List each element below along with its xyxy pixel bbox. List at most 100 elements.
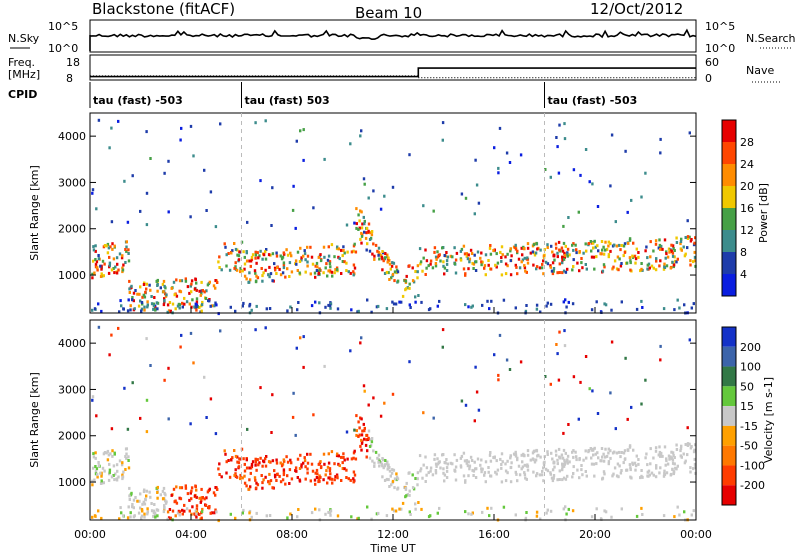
velocity-cell	[563, 461, 567, 464]
power-cell	[248, 259, 251, 263]
velocity-cell	[484, 480, 487, 484]
velocity-cell	[114, 472, 117, 476]
velocity-cell	[509, 466, 512, 470]
velocity-cell	[584, 470, 587, 473]
velocity-colorbar-tick: -50	[740, 440, 758, 453]
power-cell	[282, 263, 286, 267]
power-cell	[195, 281, 198, 285]
power-cell	[367, 222, 371, 226]
velocity-cell	[607, 451, 610, 455]
power-cell	[645, 245, 648, 249]
power-cell	[408, 153, 411, 157]
velocity-cell	[103, 451, 107, 454]
power-cell	[463, 252, 467, 256]
power-cell	[465, 252, 469, 256]
power-cell	[525, 270, 528, 274]
velocity-cell	[580, 464, 583, 467]
power-cell	[655, 257, 658, 261]
power-cell	[422, 204, 425, 208]
velocity-cell	[145, 337, 148, 341]
power-cell	[170, 286, 173, 290]
velocity-cell	[516, 456, 519, 460]
velocity-cell	[262, 460, 266, 464]
velocity-cell	[303, 459, 307, 463]
velocity-cell	[336, 475, 339, 479]
velocity-cell	[692, 467, 695, 471]
power-cell	[487, 259, 490, 262]
power-cell	[310, 304, 314, 308]
velocity-cell	[686, 426, 689, 430]
power-cell	[683, 254, 687, 258]
power-cell	[324, 266, 327, 270]
velocity-cell	[281, 462, 285, 466]
power-cell	[152, 304, 156, 308]
velocity-cell	[234, 472, 237, 476]
power-cell	[468, 260, 471, 264]
power-cell	[688, 131, 691, 135]
velocity-cell	[214, 493, 217, 497]
velocity-cell	[125, 456, 128, 460]
velocity-cell	[343, 458, 346, 462]
power-cell	[167, 309, 171, 313]
velocity-cell	[112, 474, 115, 477]
velocity-colorbar-tick: -200	[740, 479, 765, 492]
power-cell	[271, 252, 275, 256]
nave-label: Nave	[746, 64, 774, 77]
beam-title: Beam 10	[355, 4, 422, 22]
velocity-cell	[96, 475, 99, 479]
velocity-cell	[92, 452, 95, 456]
power-cell	[242, 250, 245, 254]
power-cell	[345, 261, 348, 265]
velocity-cell	[336, 514, 340, 518]
velocity-cell	[155, 508, 159, 512]
power-cell	[480, 251, 483, 255]
velocity-cell	[171, 509, 175, 513]
power-cell	[607, 253, 611, 257]
power-cell	[108, 261, 112, 265]
power-cell	[600, 240, 604, 243]
velocity-cell	[300, 463, 303, 467]
velocity-cell	[345, 476, 348, 479]
power-cell	[538, 266, 542, 270]
velocity-cell	[325, 469, 328, 473]
velocity-cell	[145, 430, 149, 434]
power-cell	[319, 253, 322, 257]
velocity-cell	[267, 480, 270, 484]
power-cell	[355, 226, 358, 230]
power-cell	[363, 230, 366, 234]
velocity-cell	[536, 454, 539, 458]
power-cell	[617, 243, 621, 247]
power-cell	[414, 300, 417, 304]
power-cell	[504, 255, 507, 259]
power-colorbar-swatch	[722, 274, 736, 296]
velocity-cell	[580, 468, 583, 472]
power-cell	[155, 301, 159, 305]
power-cell	[156, 307, 159, 311]
power-cell	[235, 268, 239, 272]
power-cell	[408, 264, 411, 268]
power-cell	[349, 271, 352, 275]
velocity-cell	[541, 469, 544, 473]
velocity-cell	[265, 455, 268, 458]
velocity-cell	[296, 515, 299, 519]
velocity-cell	[129, 515, 132, 519]
velocity-cell	[673, 456, 676, 459]
power-cell	[233, 266, 236, 270]
power-cell	[359, 209, 362, 213]
power-cell	[126, 309, 130, 313]
velocity-colorbar-swatch	[722, 445, 736, 466]
velocity-cell	[662, 474, 666, 478]
power-cell	[381, 268, 384, 272]
power-cell	[117, 119, 120, 123]
power-cell	[525, 304, 528, 307]
velocity-cell	[239, 473, 242, 477]
power-cell	[353, 221, 356, 225]
velocity-cell	[493, 455, 496, 459]
velocity-cell	[609, 456, 612, 460]
velocity-colorbar-tick: 15	[740, 400, 754, 413]
velocity-cell	[655, 464, 658, 468]
velocity-cell	[377, 453, 381, 457]
power-cell	[564, 244, 567, 248]
power-cell	[377, 246, 381, 250]
velocity-cell	[249, 485, 252, 489]
